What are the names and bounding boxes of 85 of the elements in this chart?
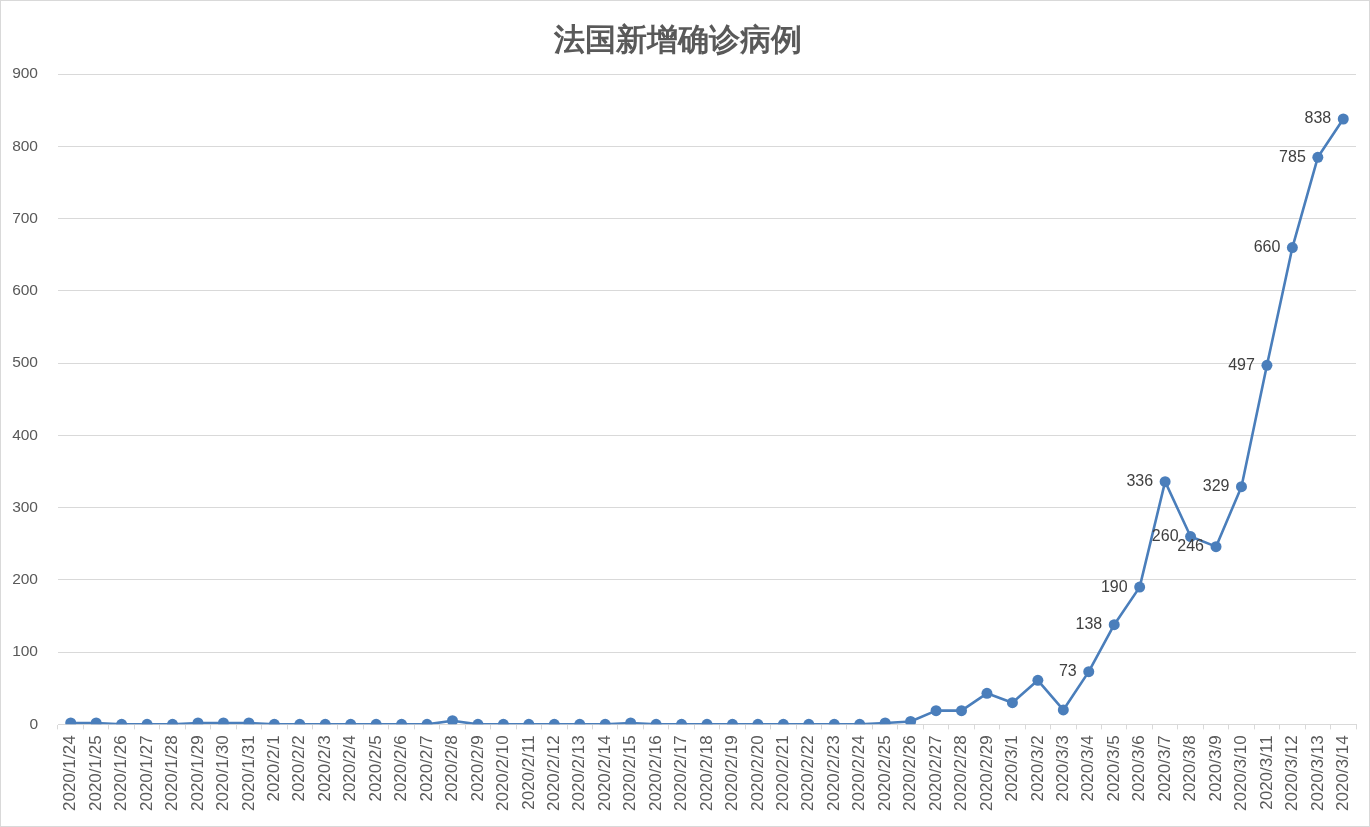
x-tick-label: 2020/2/10 [493, 735, 513, 812]
point [905, 715, 917, 725]
x-tick-label: 2020/2/20 [747, 735, 767, 812]
x-tick-label: 2020/2/15 [620, 735, 640, 812]
x-tick-label: 2020/2/3 [314, 735, 334, 802]
x-tick-label: 2020/3/4 [1078, 735, 1098, 802]
x-tick-label: 2020/2/14 [594, 735, 614, 812]
y-tick-label: 500 [12, 353, 39, 371]
x-tick-label: 2020/2/6 [391, 735, 411, 802]
x-tick-label: 2020/3/9 [1205, 735, 1225, 802]
point [1210, 541, 1222, 553]
y-tick-label: 400 [12, 425, 39, 443]
y-tick-label: 800 [12, 136, 39, 154]
y-tick-label: 0 [29, 714, 39, 732]
data-label: 73 [1058, 662, 1077, 680]
x-tick-label: 2020/2/4 [340, 735, 360, 802]
x-tick-label: 2020/3/11 [1256, 735, 1276, 810]
x-tick-label: 2020/2/18 [696, 735, 716, 812]
x-tick-label: 2020/2/1 [264, 735, 284, 802]
x-tick-label: 2020/2/26 [900, 735, 920, 812]
x-tick-label: 2020/3/7 [1154, 735, 1174, 802]
data-label: 785 [1279, 147, 1306, 165]
x-tick-label: 2020/3/14 [1332, 735, 1352, 812]
x-tick-label: 2020/2/7 [416, 735, 436, 802]
x-tick-label: 2020/1/30 [213, 735, 233, 812]
chart-title: 法国新增确诊病例 [553, 22, 802, 58]
x-tick-label: 2020/1/28 [162, 735, 182, 812]
x-tick-label: 2020/1/31 [238, 735, 258, 812]
y-tick-label: 300 [12, 497, 39, 515]
x-tick-label: 2020/2/13 [569, 735, 589, 812]
x-tick-label: 2020/1/26 [111, 735, 131, 812]
x-tick-label: 2020/2/5 [365, 735, 385, 802]
x-tick-label: 2020/2/22 [798, 735, 818, 812]
x-tick-label: 2020/3/10 [1231, 735, 1251, 812]
data-label: 660 [1253, 237, 1281, 255]
x-tick-label: 2020/2/23 [823, 735, 843, 812]
point [1032, 674, 1044, 686]
x-tick-label: 2020/3/2 [1027, 735, 1047, 802]
x-tick-label: 2020/1/25 [85, 735, 105, 812]
data-label: 260 [1151, 526, 1179, 544]
x-tick-label: 2020/2/24 [849, 735, 869, 812]
point [1159, 476, 1171, 488]
x-tick-label: 2020/2/12 [543, 735, 563, 812]
point [1235, 481, 1247, 493]
x-tick-label: 2020/3/8 [1180, 735, 1200, 802]
x-tick-label: 2020/3/5 [1103, 735, 1123, 802]
x-tick-label: 2020/3/3 [1053, 735, 1072, 802]
x-tick-label: 2020/3/6 [1129, 735, 1149, 802]
y-tick-label: 900 [12, 64, 39, 82]
point [446, 715, 458, 725]
x-tick-label: 2020/2/17 [671, 735, 691, 812]
x-tick-label: 2020/3/12 [1282, 735, 1302, 812]
data-label: 336 [1126, 472, 1154, 490]
x-tick-label: 2020/1/29 [187, 735, 207, 812]
x-tick-label: 2020/2/25 [874, 735, 894, 812]
data-label: 190 [1100, 577, 1128, 595]
data-label: 838 [1304, 109, 1332, 127]
x-tick-label: 2020/1/24 [60, 735, 80, 812]
point [1286, 242, 1298, 254]
data-label: 246 [1177, 537, 1205, 555]
y-tick-label: 600 [12, 281, 39, 299]
x-tick-label: 2020/2/2 [289, 735, 309, 802]
x-tick-label: 2020/2/9 [467, 735, 487, 802]
y-tick-label: 700 [12, 208, 39, 226]
x-tick-label: 2020/2/16 [645, 735, 665, 812]
point [1337, 113, 1349, 125]
y-tick-label: 100 [12, 642, 39, 660]
x-tick-label: 2020/1/27 [136, 735, 156, 812]
x-tick-label: 2020/2/11 [518, 735, 538, 810]
point [981, 687, 993, 699]
x-tick-label: 2020/2/29 [976, 735, 996, 812]
x-tick-label: 2020/2/27 [925, 735, 945, 812]
point [1312, 151, 1324, 163]
x-tick-label: 2020/2/8 [442, 735, 462, 802]
y-tick-label: 200 [12, 570, 39, 588]
data-label: 329 [1202, 477, 1230, 495]
x-tick-label: 2020/2/19 [722, 735, 742, 812]
data-label: 138 [1075, 615, 1103, 633]
x-tick-label: 2020/2/28 [951, 735, 971, 812]
data-label: 497 [1228, 355, 1256, 373]
x-tick-label: 2020/3/13 [1307, 735, 1327, 812]
x-tick-label: 2020/3/1 [1002, 735, 1022, 802]
point [1261, 359, 1273, 371]
x-tick-label: 2020/2/21 [773, 735, 793, 812]
point [1134, 581, 1146, 593]
